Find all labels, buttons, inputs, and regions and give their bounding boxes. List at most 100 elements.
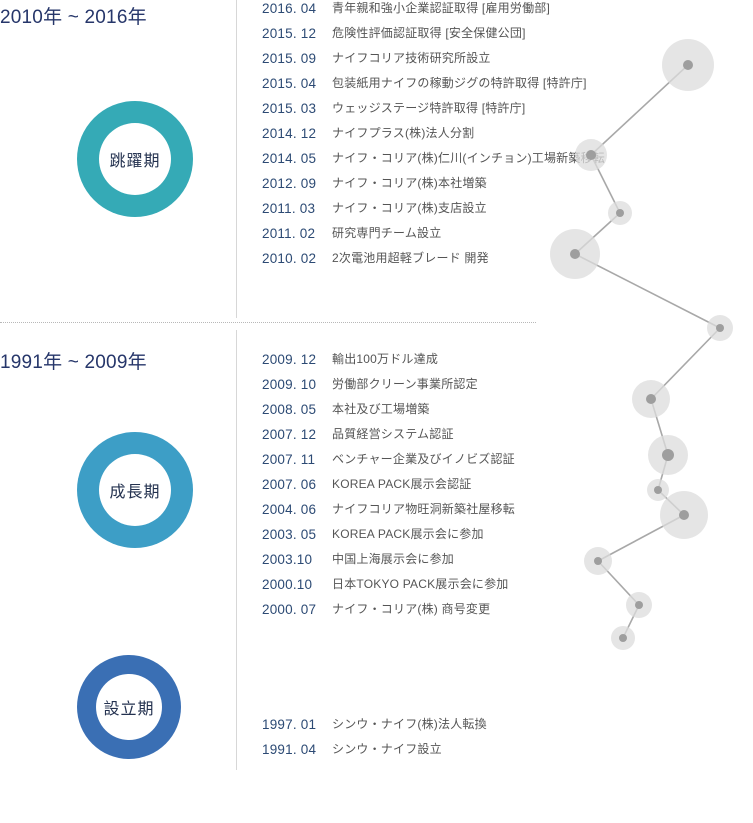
timeline-description: ナイフコリア技術研究所設立 <box>332 51 491 65</box>
timeline-date: 2003. 05 <box>262 527 317 542</box>
timeline-row: 2009. 10 労働部クリーン事業所認定 <box>262 372 562 397</box>
network-link <box>650 398 669 456</box>
timeline-row: 2003. 05 KOREA PACK展示会に参加 <box>262 522 562 547</box>
timeline-description: 包装紙用ナイフの稼動ジグの特許取得 [特許庁] <box>332 76 587 90</box>
network-link <box>657 489 685 516</box>
network-node-dot <box>679 510 689 520</box>
timeline-description: 本社及び工場増築 <box>332 402 430 416</box>
network-link <box>597 514 685 562</box>
network-zigzag-graphic <box>550 39 733 650</box>
timeline-description: ナイフ・コリア(株)仁川(インチョン)工場新築移転 <box>332 151 605 165</box>
network-node-dot <box>635 601 643 609</box>
era-badge-leap-label: 跳躍期 <box>109 153 161 170</box>
column-rule-bottom <box>236 330 237 770</box>
timeline-row: 1991. 04 シンウ・ナイフ設立 <box>262 737 562 762</box>
timeline-date: 2014. 12 <box>262 126 317 141</box>
section-divider <box>0 322 536 323</box>
timeline-description: ウェッジステージ特許取得 [特許庁] <box>332 101 526 115</box>
timeline-description: 危険性評価認証取得 [安全保健公団] <box>332 26 526 40</box>
timeline-date: 2011. 03 <box>262 201 316 216</box>
network-node-dot <box>654 486 662 494</box>
timeline-description: 中国上海展示会に参加 <box>332 552 455 566</box>
network-node-halo <box>611 626 635 650</box>
timeline-date: 2016. 04 <box>262 1 317 16</box>
timeline-date: 2012. 09 <box>262 176 317 191</box>
network-link <box>622 604 640 639</box>
timeline-row: 2011. 03 ナイフ・コリア(株)支店設立 <box>262 196 562 221</box>
network-node-halo <box>608 201 632 225</box>
timeline-list-founding: 1997. 01 シンウ・ナイフ(株)法人転換 1991. 04 シンウ・ナイフ設立 <box>262 712 562 762</box>
timeline-date: 2015. 09 <box>262 51 317 66</box>
timeline-row: 1997. 01 シンウ・ナイフ(株)法人転換 <box>262 712 562 737</box>
timeline-date: 2004. 06 <box>262 502 317 517</box>
timeline-row: 2015. 12 危険性評価認証取得 [安全保健公団] <box>262 21 562 46</box>
network-node-halo <box>707 315 733 341</box>
network-link <box>590 64 689 156</box>
timeline-date: 2010. 02 <box>262 251 317 266</box>
timeline-row: 2003.10 中国上海展示会に参加 <box>262 547 562 572</box>
timeline-row: 2000. 07 ナイフ・コリア(株) 商号変更 <box>262 597 562 622</box>
timeline-description: シンウ・ナイフ(株)法人転換 <box>332 717 487 731</box>
network-link <box>574 253 721 329</box>
network-node-dot <box>662 449 674 461</box>
timeline-date: 2011. 02 <box>262 226 316 241</box>
timeline-description: ナイフコリア物旺洞新築社屋移転 <box>332 502 516 516</box>
timeline-description: 青年親和強小企業認証取得 [雇用労働部] <box>332 1 551 15</box>
timeline-row: 2004. 06 ナイフコリア物旺洞新築社屋移転 <box>262 497 562 522</box>
network-node-dot <box>646 394 656 404</box>
timeline-description: シンウ・ナイフ設立 <box>332 742 442 756</box>
network-node-dot <box>716 324 724 332</box>
era-heading-recent: 2010年 ~ 2016年 <box>0 7 147 28</box>
network-node-halo <box>584 547 612 575</box>
network-node-dot <box>619 634 627 642</box>
timeline-row: 2015. 03 ウェッジステージ特許取得 [特許庁] <box>262 96 562 121</box>
era-badge-leap-hole: 跳躍期 <box>99 123 171 195</box>
timeline-row: 2016. 04 青年親和強小企業認証取得 [雇用労働部] <box>262 0 562 21</box>
network-node-dot <box>570 249 580 259</box>
timeline-description: ナイフ・コリア(株)本社増築 <box>332 176 487 190</box>
network-node-dot <box>616 209 624 217</box>
timeline-description: 品質経営システム認証 <box>332 427 454 441</box>
timeline-description: KOREA PACK展示会認証 <box>332 477 472 491</box>
network-node-dot <box>594 557 602 565</box>
timeline-description: KOREA PACK展示会に参加 <box>332 527 484 541</box>
era-badge-founding-hole: 設立期 <box>96 674 162 740</box>
timeline-date: 1991. 04 <box>262 742 317 757</box>
timeline-date: 2008. 05 <box>262 402 317 417</box>
network-node-halo <box>660 491 708 539</box>
timeline-description: ナイフ・コリア(株)支店設立 <box>332 201 487 215</box>
timeline-date: 1997. 01 <box>262 717 317 732</box>
timeline-description: ベンチャー企業及びイノビズ認証 <box>332 452 515 466</box>
network-node-halo <box>662 39 714 91</box>
timeline-row: 2010. 02 2次電池用超軽ブレード 開発 <box>262 246 562 271</box>
network-node-halo <box>647 479 669 501</box>
timeline-date: 2009. 12 <box>262 352 317 367</box>
timeline-row: 2015. 09 ナイフコリア技術研究所設立 <box>262 46 562 71</box>
timeline-date: 2015. 03 <box>262 101 317 116</box>
timeline-description: 2次電池用超軽ブレード 開発 <box>332 251 489 265</box>
era-badge-founding-label: 設立期 <box>103 701 155 718</box>
timeline-row: 2011. 02 研究専門チーム設立 <box>262 221 562 246</box>
timeline-date: 2003.10 <box>262 552 313 567</box>
timeline-description: ナイフ・コリア(株) 商号変更 <box>332 602 491 616</box>
timeline-description: 労働部クリーン事業所認定 <box>332 377 478 391</box>
timeline-row: 2012. 09 ナイフ・コリア(株)本社増築 <box>262 171 562 196</box>
timeline-description: 研究専門チーム設立 <box>332 226 442 240</box>
network-node-halo <box>648 435 688 475</box>
timeline-row: 2007. 06 KOREA PACK展示会認証 <box>262 472 562 497</box>
timeline-row: 2000.10 日本TOKYO PACK展示会に参加 <box>262 572 562 597</box>
timeline-description: ナイフプラス(株)法人分割 <box>332 126 475 140</box>
network-node-dot <box>683 60 693 70</box>
column-rule-top <box>236 0 237 318</box>
network-link <box>574 212 621 255</box>
era-badge-growth-label: 成長期 <box>109 484 161 501</box>
timeline-description: 輸出100万ドル達成 <box>332 352 439 366</box>
timeline-row: 2009. 12 輸出100万ドル達成 <box>262 347 562 372</box>
era-heading-early: 1991年 ~ 2009年 <box>0 352 147 373</box>
timeline-row: 2014. 05 ナイフ・コリア(株)仁川(インチョン)工場新築移転 <box>262 146 605 171</box>
timeline-date: 2015. 04 <box>262 76 317 91</box>
timeline-row: 2007. 11 ベンチャー企業及びイノビズ認証 <box>262 447 562 472</box>
timeline-row: 2007. 12 品質経営システム認証 <box>262 422 562 447</box>
timeline-date: 2007. 12 <box>262 427 317 442</box>
